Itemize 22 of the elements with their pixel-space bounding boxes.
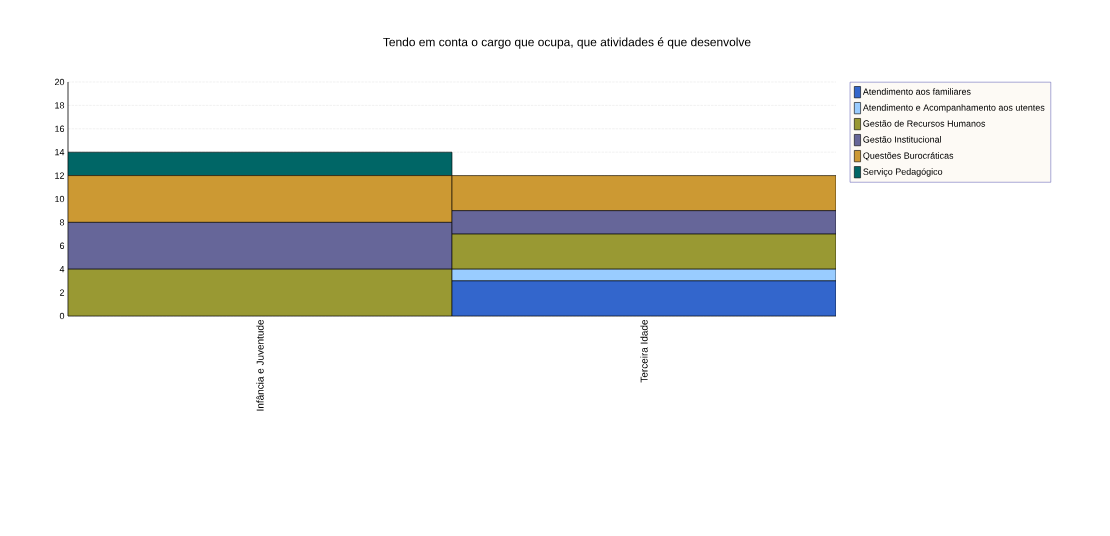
legend-label: Atendimento aos familiares <box>862 88 971 95</box>
y-tick-label: 12 <box>55 172 65 179</box>
x-tick-label: Infância e Juventude <box>256 319 264 411</box>
legend-label: Questões Burocráticas <box>863 152 954 161</box>
legend-label: Gestão de Recursos Humanos <box>863 120 986 127</box>
x-tick-label: Terceira Idade <box>640 319 648 383</box>
y-tick-label: 4 <box>59 266 65 273</box>
y-tick-label: 18 <box>55 102 65 109</box>
legend-label: Gestão Institucional <box>863 136 941 143</box>
bar <box>451 233 837 270</box>
y-tick-label: 2 <box>59 289 65 296</box>
y-tick-label: 10 <box>55 195 65 203</box>
y-tick-label: 0 <box>59 312 65 320</box>
y-tick-label: 14 <box>55 149 65 156</box>
y-tick-label: 20 <box>54 78 65 86</box>
y-tick-label: 8 <box>59 219 65 226</box>
legend-label: Serviço Pedagógico <box>863 168 943 177</box>
y-tick-label: 6 <box>59 242 65 249</box>
chart-title: Tendo em conta o cargo que ocupa, que atividades é que desenvolve <box>383 37 751 49</box>
y-tick-label: 16 <box>55 125 65 132</box>
bar <box>68 268 453 316</box>
legend-label: Atendimento e Acompanhamento aos utentes <box>862 104 1045 113</box>
